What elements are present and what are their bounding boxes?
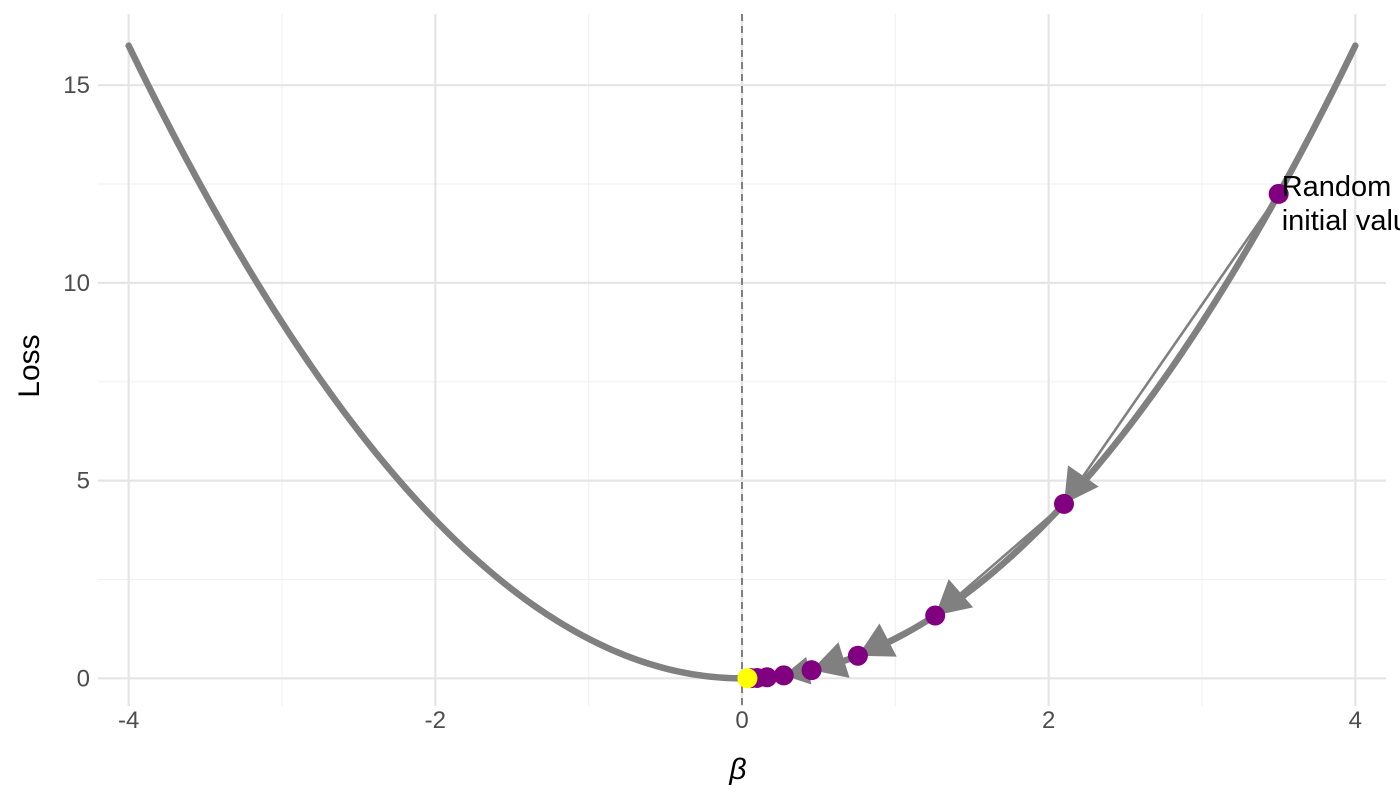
step-point (847, 645, 868, 666)
y-tick-label: 0 (77, 665, 90, 692)
y-tick-labels: 0 5 10 15 (63, 72, 90, 692)
x-tick-label: 4 (1349, 707, 1362, 734)
step-point (773, 665, 794, 686)
step-arrow-head (935, 579, 974, 616)
annotation-line: initial valu (1282, 205, 1400, 237)
step-point (1268, 183, 1289, 204)
x-tick-label: -4 (118, 707, 139, 734)
y-tick-label: 10 (63, 270, 90, 297)
step-point (1054, 493, 1074, 514)
step-points-layer (737, 183, 1289, 689)
step-arrows-layer (747, 193, 1280, 686)
y-tick-label: 5 (77, 468, 90, 495)
final-step-point (737, 668, 758, 689)
y-tick-label: 15 (63, 72, 90, 99)
step-arrow-head (857, 623, 897, 657)
step-arrow-shaft (1082, 193, 1280, 477)
x-tick-labels: -4 -2 0 2 4 (118, 707, 1362, 734)
annotation-line: Random (1282, 171, 1392, 203)
step-point (801, 660, 822, 681)
x-tick-label: 2 (1042, 707, 1055, 734)
step-point (925, 605, 946, 626)
x-tick-label: 0 (735, 707, 748, 734)
x-axis-title: β (728, 753, 746, 786)
step-arrow-head (1064, 465, 1099, 504)
y-axis-title: Loss (13, 334, 46, 397)
x-tick-label: -2 (425, 707, 446, 734)
step-arrow-shaft (960, 502, 1065, 595)
